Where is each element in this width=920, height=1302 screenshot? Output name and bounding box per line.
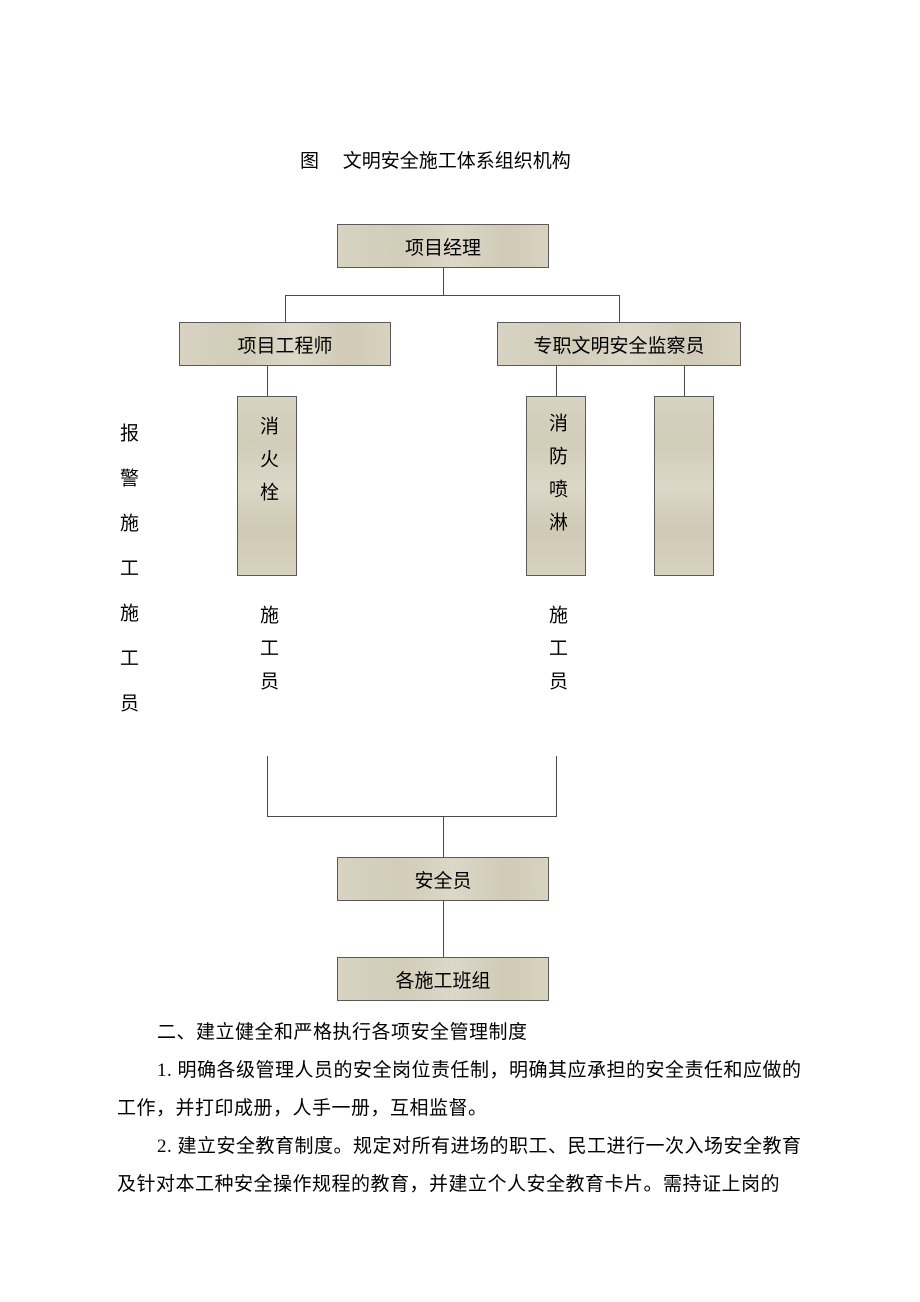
node-l2-left-label: 项目工程师 bbox=[237, 331, 332, 358]
node-l4: 安全员 bbox=[337, 857, 549, 901]
connector bbox=[619, 295, 620, 322]
connector bbox=[684, 366, 685, 396]
connector bbox=[267, 816, 557, 817]
body-line-1: 二、建立健全和严格执行各项安全管理制度 bbox=[157, 1014, 528, 1052]
figure-title: 图 文明安全施工体系组织机构 bbox=[300, 146, 571, 173]
node-vbox-3 bbox=[654, 396, 714, 576]
vbox1-suffix: 施工员 bbox=[258, 605, 277, 704]
connector bbox=[285, 295, 286, 322]
body-line-4: 2. 建立安全教育制度。规定对所有进场的职工、民工进行一次入场安全教育 bbox=[157, 1128, 802, 1166]
connector bbox=[556, 756, 557, 816]
node-l5: 各施工班组 bbox=[337, 957, 549, 1001]
connector bbox=[443, 901, 444, 957]
connector bbox=[556, 366, 557, 396]
body-line-5: 及针对本工种安全操作规程的教育，并建立个人安全教育卡片。需持证上岗的 bbox=[117, 1166, 780, 1204]
node-l4-label: 安全员 bbox=[414, 866, 471, 893]
node-l2-right: 专职文明安全监察员 bbox=[497, 322, 741, 366]
side-label: 报警施工施工员 bbox=[118, 423, 137, 738]
node-root-label: 项目经理 bbox=[405, 233, 481, 260]
node-l2-right-label: 专职文明安全监察员 bbox=[533, 331, 704, 358]
vbox2-label: 消防喷淋 bbox=[547, 413, 566, 545]
connector bbox=[285, 295, 619, 296]
node-l2-left: 项目工程师 bbox=[179, 322, 391, 366]
vbox2-suffix: 施工员 bbox=[547, 605, 566, 704]
body-line-3: 工作，并打印成册，人手一册，互相监督。 bbox=[117, 1090, 488, 1128]
connector bbox=[267, 756, 268, 816]
vbox1-label: 消火栓 bbox=[258, 416, 277, 515]
connector bbox=[267, 366, 268, 396]
body-line-2: 1. 明确各级管理人员的安全岗位责任制，明确其应承担的安全责任和应做的 bbox=[157, 1052, 802, 1090]
connector bbox=[443, 816, 444, 857]
node-root: 项目经理 bbox=[337, 224, 549, 268]
node-l5-label: 各施工班组 bbox=[395, 966, 490, 993]
connector bbox=[443, 268, 444, 295]
